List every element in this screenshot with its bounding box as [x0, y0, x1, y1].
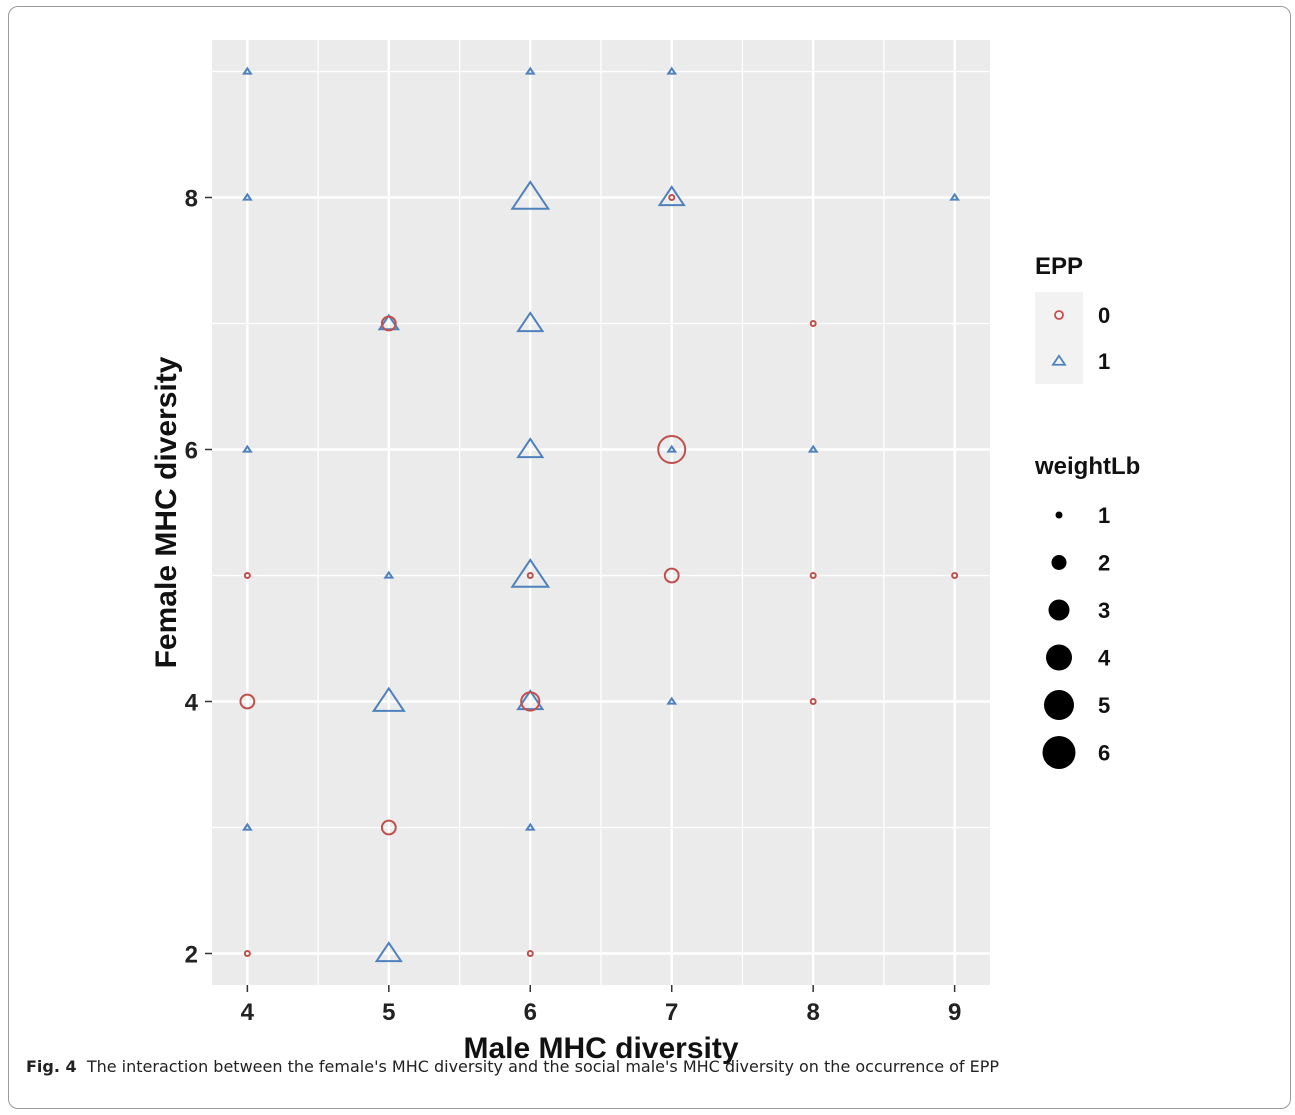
- legend-label-epp: 1: [1098, 349, 1110, 374]
- epp-1-point: [949, 192, 961, 201]
- legend-key-background: [1035, 292, 1083, 384]
- major-gridlines: [212, 40, 990, 985]
- y-tick-label: 8: [185, 186, 198, 213]
- legend-key-weight: [1044, 690, 1074, 720]
- epp-0-point: [663, 567, 680, 584]
- x-tick-label: 7: [665, 999, 678, 1026]
- epp-0-point: [668, 194, 676, 201]
- epp-0-point: [809, 572, 817, 579]
- epp-1-point: [524, 822, 536, 831]
- epp-1-point: [524, 66, 536, 75]
- epp-0-point: [657, 435, 687, 464]
- x-tick-label: 4: [241, 999, 255, 1026]
- legend-label-weight: 2: [1098, 551, 1110, 576]
- epp-1-point: [510, 180, 551, 210]
- epp-1-point: [374, 941, 403, 963]
- legend-key-weight: [1055, 511, 1063, 519]
- epp-1-point: [666, 444, 678, 453]
- legend-title-weight: weightLb: [1034, 453, 1140, 480]
- epp-1-point: [807, 444, 819, 453]
- legend-key-weight: [1048, 599, 1070, 621]
- legend-title-epp: EPP: [1035, 253, 1083, 280]
- legend-label-weight: 3: [1098, 598, 1110, 623]
- y-axis-title: Female MHC diversity: [150, 356, 183, 668]
- figure-label: Fig. 4: [26, 1057, 77, 1076]
- epp-0-point: [526, 572, 534, 579]
- data-points: [239, 66, 961, 963]
- epp-0-point: [380, 315, 397, 332]
- epp-1-point: [241, 444, 253, 453]
- legend-label-weight: 1: [1098, 503, 1110, 528]
- epp-1-point: [657, 185, 686, 207]
- x-tick-label: 5: [382, 999, 395, 1026]
- epp-1-point: [377, 313, 400, 331]
- x-tick-label: 8: [807, 999, 820, 1026]
- epp-1-point: [666, 696, 678, 705]
- y-tick-label: 4: [185, 690, 199, 717]
- epp-0-point: [520, 691, 541, 712]
- epp-0-point: [239, 693, 256, 710]
- legend-label-weight: 5: [1098, 693, 1110, 718]
- legend-key-epp-1: [1051, 354, 1067, 366]
- figure-frame: [8, 6, 1291, 1109]
- legend-key-weight: [1042, 736, 1076, 769]
- epp-1-point: [383, 570, 395, 579]
- epp-1-point: [241, 822, 253, 831]
- epp-0-point: [243, 572, 251, 579]
- legend-label-weight: 4: [1098, 646, 1111, 671]
- x-axis-title: Male MHC diversity: [463, 1032, 738, 1065]
- axes: 4 5 6 7 8 9 2 4 6 8: [185, 186, 962, 1027]
- legend-key-epp-0: [1054, 310, 1064, 320]
- epp-0-point: [809, 698, 817, 705]
- epp-1-point: [516, 311, 545, 333]
- epp-0-point: [526, 950, 534, 957]
- epp-1-point: [510, 558, 551, 588]
- y-tick-label: 2: [185, 942, 198, 969]
- epp-1-point: [516, 689, 545, 711]
- epp-1-point: [666, 66, 678, 75]
- epp-1-point: [241, 192, 253, 201]
- epp-1-point: [371, 686, 406, 712]
- legend: EPP weightLb 0 1 1 2 3 4 5 6: [1034, 253, 1140, 769]
- y-tick-label: 6: [185, 438, 198, 465]
- legend-key-weight: [1051, 555, 1067, 570]
- epp-0-point: [809, 320, 817, 327]
- x-tick-label: 9: [948, 999, 961, 1026]
- figure-caption: Fig. 4 The interaction between the femal…: [26, 1057, 999, 1076]
- legend-key-weight: [1046, 644, 1072, 671]
- epp-0-point: [243, 950, 251, 957]
- epp-0-point: [380, 819, 397, 836]
- legend-label-weight: 6: [1098, 741, 1110, 766]
- legend-label-epp: 0: [1098, 303, 1110, 328]
- epp-1-point: [516, 437, 545, 459]
- caption-text: The interaction between the female's MHC…: [86, 1057, 1000, 1076]
- x-tick-label: 6: [524, 999, 537, 1026]
- epp-1-point: [241, 66, 253, 75]
- epp-0-point: [951, 572, 959, 579]
